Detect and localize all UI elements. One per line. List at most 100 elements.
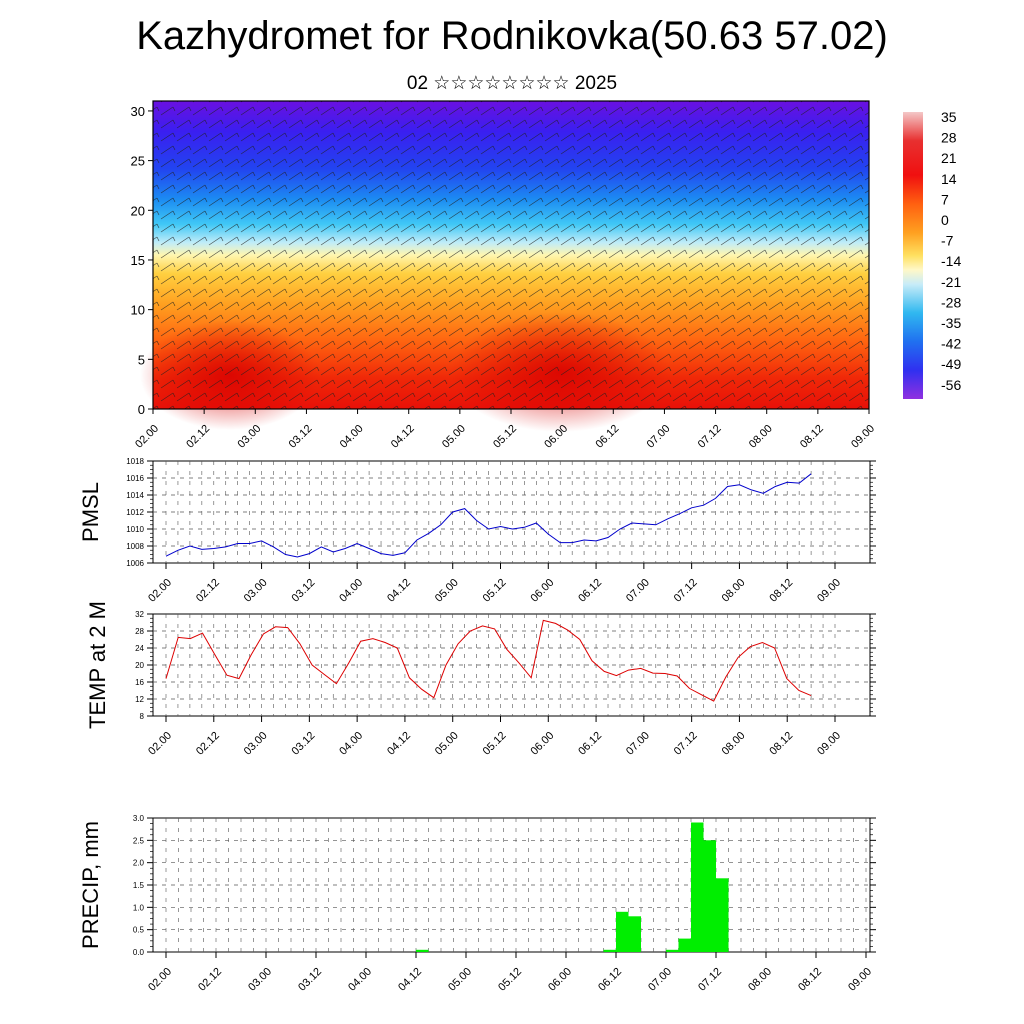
precip-bar [416, 949, 429, 952]
precip-x-tick-label: 04.00 [346, 966, 374, 994]
pmsl-y-tick-label: 1016 [126, 474, 144, 483]
colorbar-label: -28 [941, 294, 961, 310]
colorbar-gradient [903, 112, 923, 399]
precip-bar [603, 949, 616, 952]
precip-y-tick-label: 1.5 [133, 881, 145, 890]
cs-y-tick-label: 5 [138, 352, 145, 367]
precip-x-tick-label: 02.00 [146, 966, 174, 994]
cs-x-tick-label: 05.12 [491, 423, 519, 451]
cs-y-tick-label: 10 [131, 303, 145, 318]
pmsl-y-tick-label: 1018 [126, 457, 144, 466]
pmsl-x-tick-label: 04.00 [337, 577, 365, 605]
temp2m-series-line [165, 619, 812, 702]
colorbar-label: 28 [941, 130, 957, 146]
precip-panel: 0.0 0.5 1.0 1.5 2.0 2.5 3.0 02.00 02.12 03.00 03.1… [78, 814, 876, 994]
cs-y-tick-label: 15 [131, 253, 145, 268]
colorbar-label: 0 [941, 212, 949, 228]
precip-x-tick-label: 05.12 [496, 966, 524, 994]
colorbar-label: 7 [941, 191, 949, 207]
precip-x-tick-label: 08.12 [796, 966, 824, 994]
temp2m-x-tick-label: 06.00 [528, 730, 556, 758]
precip-x-tick-label: 06.12 [596, 966, 624, 994]
temp2m-x-tick-label: 03.00 [242, 730, 270, 758]
temp2m-y-tick-label: 20 [135, 661, 144, 670]
temp2m-x-tick-label: 05.12 [481, 730, 509, 758]
temp2m-y-tick-label: 16 [135, 678, 144, 687]
precip-x-tick-label: 08.00 [746, 966, 774, 994]
temp2m-frame [152, 613, 871, 717]
pmsl-x-tick-label: 09.00 [815, 577, 843, 605]
temp2m-x-tick-label: 04.00 [337, 730, 365, 758]
pmsl-x-tick-label: 08.12 [767, 577, 795, 605]
cs-y-tick-label: 20 [131, 203, 145, 218]
precip-bar [703, 840, 716, 952]
temp2m-x-tick-label: 08.00 [720, 730, 748, 758]
cs-x-tick-label: 09.00 [849, 423, 877, 451]
cs-y-tick-label: 30 [131, 104, 145, 119]
precip-x-tick-label: 07.00 [646, 966, 674, 994]
precip-frame [152, 817, 871, 953]
pmsl-x-tick-label: 06.00 [528, 577, 556, 605]
temp2m-x-tick-label: 07.00 [624, 730, 652, 758]
colorbar-label: 35 [941, 109, 957, 125]
colorbar-label: -42 [941, 336, 961, 352]
precip-bar [628, 916, 641, 952]
cs-x-tick-label: 03.12 [287, 423, 315, 451]
pmsl-x-tick-label: 03.00 [242, 577, 270, 605]
chart-subtitle: 02 ☆☆☆☆☆☆☆☆ 2025 [406, 73, 618, 94]
precip-x-tick-label: 04.12 [396, 966, 424, 994]
temp2m-ylabel: TEMP at 2 M [85, 601, 110, 729]
pmsl-y-tick-label: 1008 [126, 542, 144, 551]
temp2m-x-tick-label: 04.12 [385, 730, 413, 758]
colorbar-label: 14 [941, 171, 957, 187]
precip-y-tick-label: 2.0 [133, 859, 145, 868]
temp2m-x-tick-label: 03.12 [290, 730, 318, 758]
precip-bar [666, 949, 679, 952]
colorbar-labels: 35 28 21 14 7 0 -7 -14 -21 -28 -35 -42 -49 -56 [941, 109, 961, 393]
temp2m-x-tick-label: 08.12 [767, 730, 795, 758]
precip-y-tick-label: 0.5 [133, 926, 145, 935]
pmsl-y-tick-label: 1012 [126, 508, 144, 517]
colorbar-label: -35 [941, 315, 961, 331]
cs-x-tick-label: 04.00 [338, 423, 366, 451]
cs-x-tick-label: 02.00 [133, 423, 161, 451]
pmsl-x-tick-label: 04.12 [385, 577, 413, 605]
temp2m-x-tick-label: 02.12 [194, 730, 222, 758]
colorbar-label: -56 [941, 377, 961, 393]
pmsl-series-line [165, 473, 812, 558]
pmsl-x-tick-label: 05.12 [481, 577, 509, 605]
cs-y-tick-label: 0 [138, 402, 145, 417]
pmsl-x-tick-label: 02.12 [194, 577, 222, 605]
pmsl-ylabel: PMSL [78, 482, 103, 542]
colorbar-label: -14 [941, 253, 961, 269]
pmsl-x-tick-label: 06.12 [576, 577, 604, 605]
pmsl-x-tick-label: 05.00 [433, 577, 461, 605]
temp2m-x-tick-label: 07.12 [672, 730, 700, 758]
temp2m-y-tick-label: 28 [135, 627, 144, 636]
precip-bar [616, 911, 629, 952]
precip-bar [716, 878, 729, 952]
temp2m-x-tick-label: 06.12 [576, 730, 604, 758]
temp2m-y-tick-label: 24 [135, 644, 144, 653]
pmsl-x-tick-label: 08.00 [720, 577, 748, 605]
precip-x-tick-label: 02.12 [196, 966, 224, 994]
precip-bar [678, 938, 691, 952]
pmsl-x-tick-label: 07.12 [672, 577, 700, 605]
colorbar-label: -21 [941, 274, 961, 290]
precip-ylabel: PRECIP, mm [78, 821, 103, 949]
temp2m-y-tick-label: 12 [135, 695, 144, 704]
precip-y-tick-label: 1.0 [133, 903, 145, 912]
colorbar-label: 21 [941, 150, 957, 166]
pmsl-y-tick-label: 1006 [126, 559, 144, 568]
precip-x-tick-label: 07.12 [696, 966, 724, 994]
precip-y-tick-label: 0.0 [133, 948, 145, 957]
cs-x-tick-label: 05.00 [440, 423, 468, 451]
temp2m-y-tick-label: 8 [140, 712, 145, 721]
temp2m-x-tick-label: 02.00 [146, 730, 174, 758]
precip-x-tick-label: 09.00 [846, 966, 874, 994]
temp2m-y-tick-label: 32 [135, 610, 144, 619]
cs-y-tick-label: 25 [131, 154, 145, 169]
pmsl-x-tick-label: 07.00 [624, 577, 652, 605]
